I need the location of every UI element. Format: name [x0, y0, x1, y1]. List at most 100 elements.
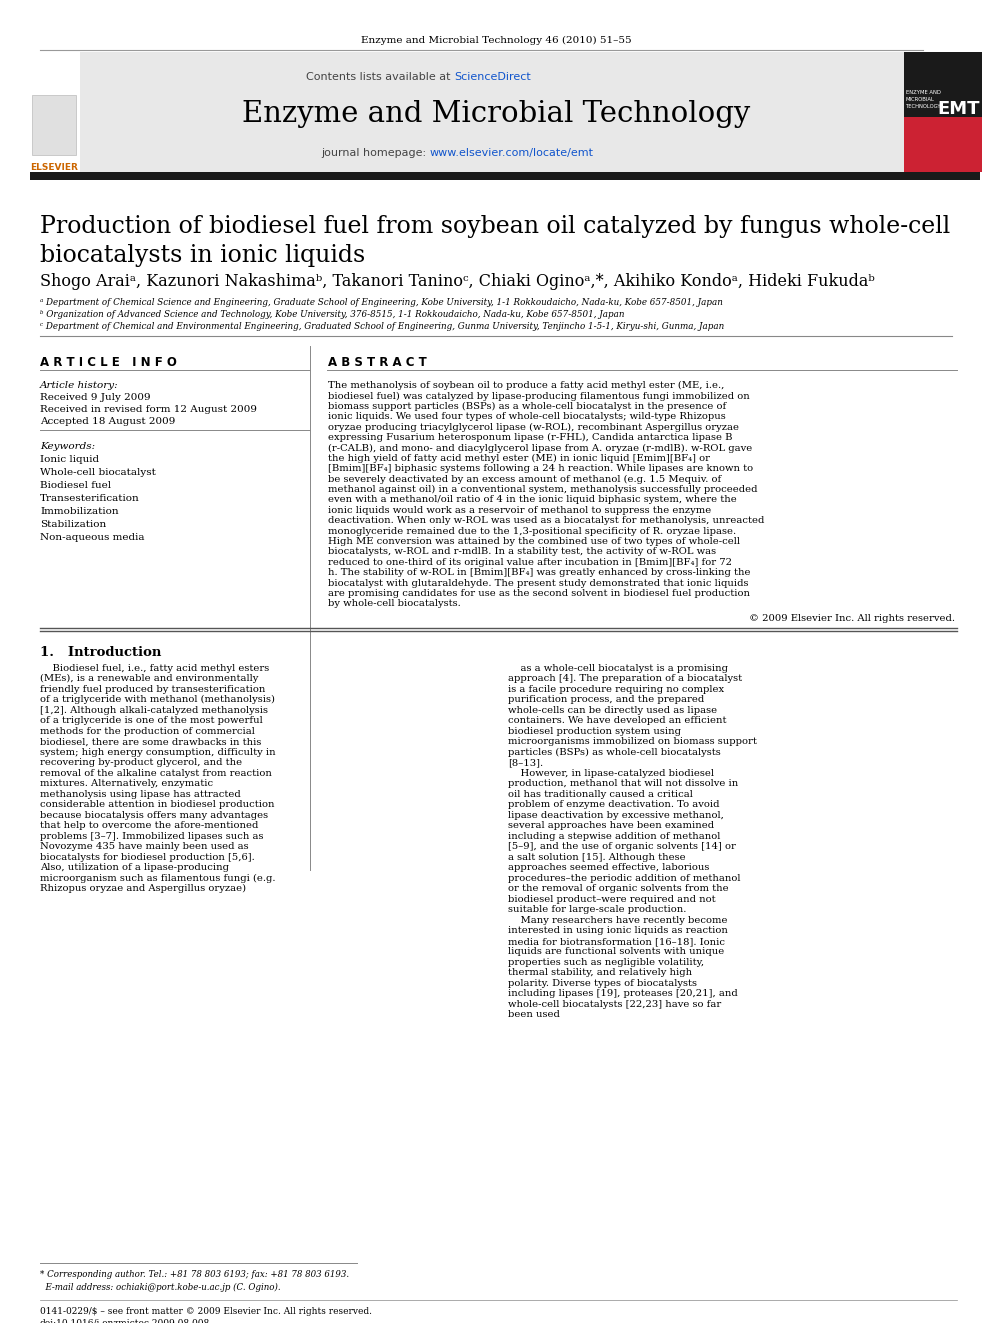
Text: friendly fuel produced by transesterification: friendly fuel produced by transesterific… — [40, 685, 266, 693]
Text: Received in revised form 12 August 2009: Received in revised form 12 August 2009 — [40, 405, 257, 414]
Text: of a triglyceride is one of the most powerful: of a triglyceride is one of the most pow… — [40, 716, 263, 725]
Text: ᵃ Department of Chemical Science and Engineering, Graduate School of Engineering: ᵃ Department of Chemical Science and Eng… — [40, 298, 723, 307]
Text: Keywords:: Keywords: — [40, 442, 95, 451]
Text: whole-cell biocatalysts [22,23] have so far: whole-cell biocatalysts [22,23] have so … — [508, 1000, 721, 1009]
Text: approaches seemed effective, laborious: approaches seemed effective, laborious — [508, 864, 709, 872]
Text: interested in using ionic liquids as reaction: interested in using ionic liquids as rea… — [508, 926, 728, 935]
Text: methanol against oil) in a conventional system, methanolysis successfully procee: methanol against oil) in a conventional … — [328, 486, 758, 493]
Text: biodiesel fuel) was catalyzed by lipase-producing filamentous fungi immobilized : biodiesel fuel) was catalyzed by lipase-… — [328, 392, 750, 401]
Text: problems [3–7]. Immobilized lipases such as: problems [3–7]. Immobilized lipases such… — [40, 832, 264, 841]
Text: ScienceDirect: ScienceDirect — [454, 71, 531, 82]
Text: ELSEVIER: ELSEVIER — [30, 163, 78, 172]
Text: Immobilization: Immobilization — [40, 507, 119, 516]
Text: [1,2]. Although alkali-catalyzed methanolysis: [1,2]. Although alkali-catalyzed methano… — [40, 705, 268, 714]
Text: Many researchers have recently become: Many researchers have recently become — [508, 916, 727, 925]
Text: recovering by-product glycerol, and the: recovering by-product glycerol, and the — [40, 758, 242, 767]
Text: Contents lists available at: Contents lists available at — [306, 71, 454, 82]
Text: a salt solution [15]. Although these: a salt solution [15]. Although these — [508, 853, 685, 861]
Text: biodiesel production system using: biodiesel production system using — [508, 726, 681, 736]
Text: several approaches have been examined: several approaches have been examined — [508, 822, 714, 831]
Text: (r-CALB), and mono- and diacylglycerol lipase from A. oryzae (r-mdlB). w-ROL gav: (r-CALB), and mono- and diacylglycerol l… — [328, 443, 752, 452]
Text: oil has traditionally caused a critical: oil has traditionally caused a critical — [508, 790, 692, 799]
Text: purification process, and the prepared: purification process, and the prepared — [508, 696, 704, 704]
Text: www.elsevier.com/locate/emt: www.elsevier.com/locate/emt — [430, 148, 594, 157]
Text: even with a methanol/oil ratio of 4 in the ionic liquid biphasic system, where t: even with a methanol/oil ratio of 4 in t… — [328, 495, 737, 504]
Text: system; high energy consumption, difficulty in: system; high energy consumption, difficu… — [40, 747, 276, 757]
Bar — [904, 52, 982, 172]
Text: media for biotransformation [16–18]. Ionic: media for biotransformation [16–18]. Ion… — [508, 937, 725, 946]
Text: 1.   Introduction: 1. Introduction — [40, 646, 162, 659]
Text: 0141-0229/$ – see front matter © 2009 Elsevier Inc. All rights reserved.
doi:10.: 0141-0229/$ – see front matter © 2009 El… — [40, 1307, 372, 1323]
Text: Shogo Araiᵃ, Kazunori Nakashimaᵇ, Takanori Taninoᶜ, Chiaki Oginoᵃ,*, Akihiko Kon: Shogo Araiᵃ, Kazunori Nakashimaᵇ, Takano… — [40, 273, 875, 290]
Text: biocatalysts, w-ROL and r-mdlB. In a stability test, the activity of w-ROL was: biocatalysts, w-ROL and r-mdlB. In a sta… — [328, 548, 716, 557]
Bar — [32, 95, 76, 155]
Text: particles (BSPs) as whole-cell biocatalysts: particles (BSPs) as whole-cell biocataly… — [508, 747, 721, 757]
Text: approach [4]. The preparation of a biocatalyst: approach [4]. The preparation of a bioca… — [508, 675, 742, 683]
Text: biodiesel product–were required and not: biodiesel product–were required and not — [508, 894, 715, 904]
Text: are promising candidates for use as the second solvent in biodiesel fuel product: are promising candidates for use as the … — [328, 589, 750, 598]
Text: Enzyme and Microbial Technology: Enzyme and Microbial Technology — [242, 101, 750, 128]
Text: Biodiesel fuel: Biodiesel fuel — [40, 482, 111, 490]
Text: procedures–the periodic addition of methanol: procedures–the periodic addition of meth… — [508, 873, 740, 882]
Text: containers. We have developed an efficient: containers. We have developed an efficie… — [508, 716, 726, 725]
Text: High ME conversion was attained by the combined use of two types of whole-cell: High ME conversion was attained by the c… — [328, 537, 740, 546]
Text: ᶜ Department of Chemical and Environmental Engineering, Graduated School of Engi: ᶜ Department of Chemical and Environment… — [40, 321, 724, 331]
Text: be severely deactivated by an excess amount of methanol (e.g. 1.5 Mequiv. of: be severely deactivated by an excess amo… — [328, 475, 721, 484]
Text: ionic liquids. We used four types of whole-cell biocatalysts; wild-type Rhizopus: ionic liquids. We used four types of who… — [328, 413, 726, 421]
Text: Non-aqueous media: Non-aqueous media — [40, 533, 145, 542]
Text: because biocatalysis offers many advantages: because biocatalysis offers many advanta… — [40, 811, 268, 820]
Text: problem of enzyme deactivation. To avoid: problem of enzyme deactivation. To avoid — [508, 800, 719, 810]
Text: deactivation. When only w-ROL was used as a biocatalyst for methanolysis, unreac: deactivation. When only w-ROL was used a… — [328, 516, 765, 525]
Text: as a whole-cell biocatalyst is a promising: as a whole-cell biocatalyst is a promisi… — [508, 664, 728, 673]
Text: EMT: EMT — [937, 101, 980, 118]
Text: production, methanol that will not dissolve in: production, methanol that will not disso… — [508, 779, 738, 789]
Text: including a stepwise addition of methanol: including a stepwise addition of methano… — [508, 832, 720, 841]
Text: Received 9 July 2009: Received 9 July 2009 — [40, 393, 151, 402]
Text: removal of the alkaline catalyst from reaction: removal of the alkaline catalyst from re… — [40, 769, 272, 778]
Text: biocatalysts for biodiesel production [5,6].: biocatalysts for biodiesel production [5… — [40, 853, 255, 861]
Text: microorganism such as filamentous fungi (e.g.: microorganism such as filamentous fungi … — [40, 873, 276, 882]
Text: including lipases [19], proteases [20,21], and: including lipases [19], proteases [20,21… — [508, 990, 738, 999]
Text: reduced to one-third of its original value after incubation in [Bmim][BF₄] for 7: reduced to one-third of its original val… — [328, 558, 732, 566]
Text: [Bmim][BF₄] biphasic systems following a 24 h reaction. While lipases are known : [Bmim][BF₄] biphasic systems following a… — [328, 464, 753, 474]
Text: The methanolysis of soybean oil to produce a fatty acid methyl ester (ME, i.e.,: The methanolysis of soybean oil to produ… — [328, 381, 724, 390]
Text: properties such as negligible volatility,: properties such as negligible volatility… — [508, 958, 704, 967]
Text: microorganisms immobilized on biomass support: microorganisms immobilized on biomass su… — [508, 737, 757, 746]
Text: methanolysis using lipase has attracted: methanolysis using lipase has attracted — [40, 790, 241, 799]
Text: [5–9], and the use of organic solvents [14] or: [5–9], and the use of organic solvents [… — [508, 843, 736, 851]
Text: of a triglyceride with methanol (methanolysis): of a triglyceride with methanol (methano… — [40, 696, 275, 704]
Text: thermal stability, and relatively high: thermal stability, and relatively high — [508, 968, 692, 978]
Text: or the removal of organic solvents from the: or the removal of organic solvents from … — [508, 884, 729, 893]
Text: methods for the production of commercial: methods for the production of commercial — [40, 726, 255, 736]
Bar — [30, 172, 980, 180]
Text: Stabilization: Stabilization — [40, 520, 106, 529]
Text: monoglyceride remained due to the 1,3-positional specificity of R. oryzae lipase: monoglyceride remained due to the 1,3-po… — [328, 527, 736, 536]
Text: © 2009 Elsevier Inc. All rights reserved.: © 2009 Elsevier Inc. All rights reserved… — [749, 614, 955, 623]
Text: that help to overcome the afore-mentioned: that help to overcome the afore-mentione… — [40, 822, 258, 831]
Text: A B S T R A C T: A B S T R A C T — [328, 356, 427, 369]
Text: ENZYME AND
MICROBIAL
TECHNOLOGY: ENZYME AND MICROBIAL TECHNOLOGY — [906, 90, 941, 108]
Text: expressing Fusarium heterosponum lipase (r-FHL), Candida antarctica lipase B: expressing Fusarium heterosponum lipase … — [328, 433, 732, 442]
Text: h. The stability of w-ROL in [Bmim][BF₄] was greatly enhanced by cross-linking t: h. The stability of w-ROL in [Bmim][BF₄]… — [328, 568, 751, 577]
Text: suitable for large-scale production.: suitable for large-scale production. — [508, 905, 686, 914]
Text: been used: been used — [508, 1011, 559, 1019]
Text: lipase deactivation by excessive methanol,: lipase deactivation by excessive methano… — [508, 811, 724, 820]
Bar — [904, 116, 982, 172]
Text: oryzae producing triacylglycerol lipase (w-ROL), recombinant Aspergillus oryzae: oryzae producing triacylglycerol lipase … — [328, 422, 739, 431]
Text: the high yield of fatty acid methyl ester (ME) in ionic liquid [Emim][BF₄] or: the high yield of fatty acid methyl este… — [328, 454, 710, 463]
Text: However, in lipase-catalyzed biodiesel: However, in lipase-catalyzed biodiesel — [508, 769, 714, 778]
Text: Enzyme and Microbial Technology 46 (2010) 51–55: Enzyme and Microbial Technology 46 (2010… — [361, 36, 631, 45]
Text: Rhizopus oryzae and Aspergillus oryzae): Rhizopus oryzae and Aspergillus oryzae) — [40, 884, 246, 893]
Text: biodiesel, there are some drawbacks in this: biodiesel, there are some drawbacks in t… — [40, 737, 261, 746]
Text: whole-cells can be directly used as lipase: whole-cells can be directly used as lipa… — [508, 705, 717, 714]
Text: by whole-cell biocatalysts.: by whole-cell biocatalysts. — [328, 599, 460, 609]
Text: Novozyme 435 have mainly been used as: Novozyme 435 have mainly been used as — [40, 843, 249, 851]
Text: is a facile procedure requiring no complex: is a facile procedure requiring no compl… — [508, 685, 724, 693]
Text: biomass support particles (BSPs) as a whole-cell biocatalyst in the presence of: biomass support particles (BSPs) as a wh… — [328, 402, 726, 411]
Bar — [78, 52, 914, 172]
Text: Article history:: Article history: — [40, 381, 119, 390]
Text: Biodiesel fuel, i.e., fatty acid methyl esters: Biodiesel fuel, i.e., fatty acid methyl … — [40, 664, 269, 673]
Text: Accepted 18 August 2009: Accepted 18 August 2009 — [40, 417, 176, 426]
Text: ᵇ Organization of Advanced Science and Technology, Kobe University, 376-8515, 1-: ᵇ Organization of Advanced Science and T… — [40, 310, 625, 319]
Bar — [30, 52, 80, 172]
